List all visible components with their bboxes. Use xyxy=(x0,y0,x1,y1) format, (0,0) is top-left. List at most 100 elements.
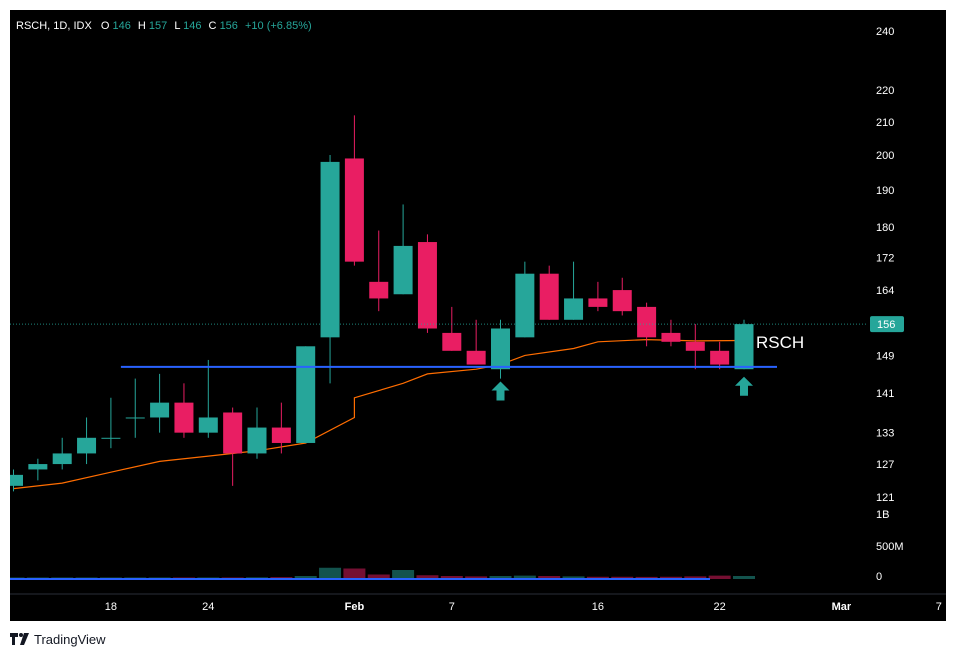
price-axis[interactable]: 240 220 210 200 190 180 172 164 156 149 141 133 127 1… xyxy=(870,26,904,583)
legend-close-label: C xyxy=(209,20,217,32)
candle-body xyxy=(271,427,291,443)
candle-body xyxy=(125,417,145,419)
symbol-label: RSCH xyxy=(756,333,804,352)
time-tick-label: Mar xyxy=(832,601,852,613)
volume-bar xyxy=(635,576,658,579)
volume-bar xyxy=(708,575,731,579)
price-tick-label: 133 xyxy=(876,428,894,440)
candle-body xyxy=(198,417,218,433)
volume-bar xyxy=(440,576,463,579)
candle-body xyxy=(515,273,535,338)
time-tick-label: 24 xyxy=(202,601,214,613)
candle-body xyxy=(612,290,632,312)
candle xyxy=(52,437,72,470)
candle-body xyxy=(52,453,72,465)
price-tick-label: 240 xyxy=(876,26,894,38)
legend-open-value: 146 xyxy=(112,20,130,32)
price-tick-label: 180 xyxy=(876,222,894,234)
candle xyxy=(685,324,705,370)
legend-high-value: 157 xyxy=(149,20,167,32)
candle-body xyxy=(393,245,413,295)
tradingview-logo-icon xyxy=(10,633,29,645)
candle xyxy=(296,346,316,443)
candle-layer xyxy=(10,115,754,492)
tradingview-brand-name: TradingView xyxy=(34,631,106,647)
price-tick-label: 149 xyxy=(876,350,894,362)
volume-bar xyxy=(538,576,561,579)
candle-body xyxy=(564,298,584,320)
candle-body xyxy=(77,437,97,454)
candle xyxy=(174,383,194,438)
candle-body xyxy=(320,161,340,338)
candle xyxy=(369,230,389,312)
candle xyxy=(150,373,170,433)
volume-bar xyxy=(733,576,755,579)
chart-panel[interactable]: RSCH, 1D, IDX O 146 H 157 L 146 C 156 +1… xyxy=(10,10,946,621)
candle-body xyxy=(296,346,316,443)
candle-body xyxy=(150,402,170,418)
price-tick-label: 200 xyxy=(876,150,894,162)
volume-bar xyxy=(513,575,536,579)
volume-layer xyxy=(10,567,755,580)
candle-body xyxy=(174,402,194,433)
candle xyxy=(491,319,510,379)
candle-body xyxy=(466,350,486,365)
candle xyxy=(198,359,218,438)
candle xyxy=(710,341,730,370)
candle xyxy=(247,407,267,459)
time-axis[interactable]: 18 24 Feb 7 16 22 Mar 7 xyxy=(10,593,946,613)
last-price-label: 156 xyxy=(877,319,895,331)
time-tick-label: 7 xyxy=(936,601,942,613)
candle-body xyxy=(685,341,705,351)
candle-body xyxy=(28,464,48,470)
price-tick-label: 210 xyxy=(876,117,894,129)
time-tick-label: 7 xyxy=(449,601,455,613)
candle xyxy=(466,319,486,365)
volume-tick-label: 1B xyxy=(876,509,889,521)
last-price-badge xyxy=(870,316,904,333)
candle-body xyxy=(369,281,389,299)
volume-tick-label: 500M xyxy=(876,541,904,553)
candle xyxy=(77,417,97,465)
volume-bar xyxy=(367,574,390,579)
volume-bar xyxy=(659,576,682,579)
volume-bar xyxy=(465,576,488,579)
volume-bar xyxy=(343,568,366,579)
legend-low-label: L xyxy=(174,20,180,32)
candle xyxy=(320,155,340,384)
candle-body xyxy=(10,474,23,486)
candle-body xyxy=(247,427,267,454)
chart-background xyxy=(10,10,946,621)
candle-body xyxy=(734,324,754,370)
volume-bar xyxy=(392,570,415,579)
candle xyxy=(125,378,145,438)
candle-body xyxy=(101,437,121,439)
candlestick-chart[interactable]: RSCH, 1D, IDX O 146 H 157 L 146 C 156 +1… xyxy=(10,10,946,621)
time-tick-label: Feb xyxy=(345,601,365,613)
candle-body xyxy=(417,242,437,329)
price-tick-label: 164 xyxy=(876,285,894,297)
volume-bar xyxy=(611,576,634,579)
time-tick-label: 16 xyxy=(592,601,604,613)
price-tick-label: 127 xyxy=(876,459,894,471)
legend-change: +10 (+6.85%) xyxy=(245,20,312,32)
candle xyxy=(28,458,48,481)
moving-average-layer xyxy=(13,338,745,490)
volume-tick-label: 0 xyxy=(876,571,882,583)
volume-bar xyxy=(489,576,512,579)
candle-body xyxy=(661,332,681,342)
legend-low-value: 146 xyxy=(183,20,201,32)
legend-high-label: H xyxy=(138,20,146,32)
price-tick-label: 190 xyxy=(876,185,894,197)
candle xyxy=(442,306,462,351)
legend-symbol: RSCH, 1D, IDX xyxy=(16,20,92,32)
time-tick-label: 22 xyxy=(714,601,726,613)
legend-close-value: 156 xyxy=(220,20,238,32)
volume-bar xyxy=(586,576,609,579)
candle-body xyxy=(710,350,730,365)
price-tick-label: 121 xyxy=(876,492,894,504)
candle-body xyxy=(588,298,608,307)
candle xyxy=(393,204,413,295)
time-tick-label: 18 xyxy=(105,601,117,613)
candle-body xyxy=(442,332,462,351)
